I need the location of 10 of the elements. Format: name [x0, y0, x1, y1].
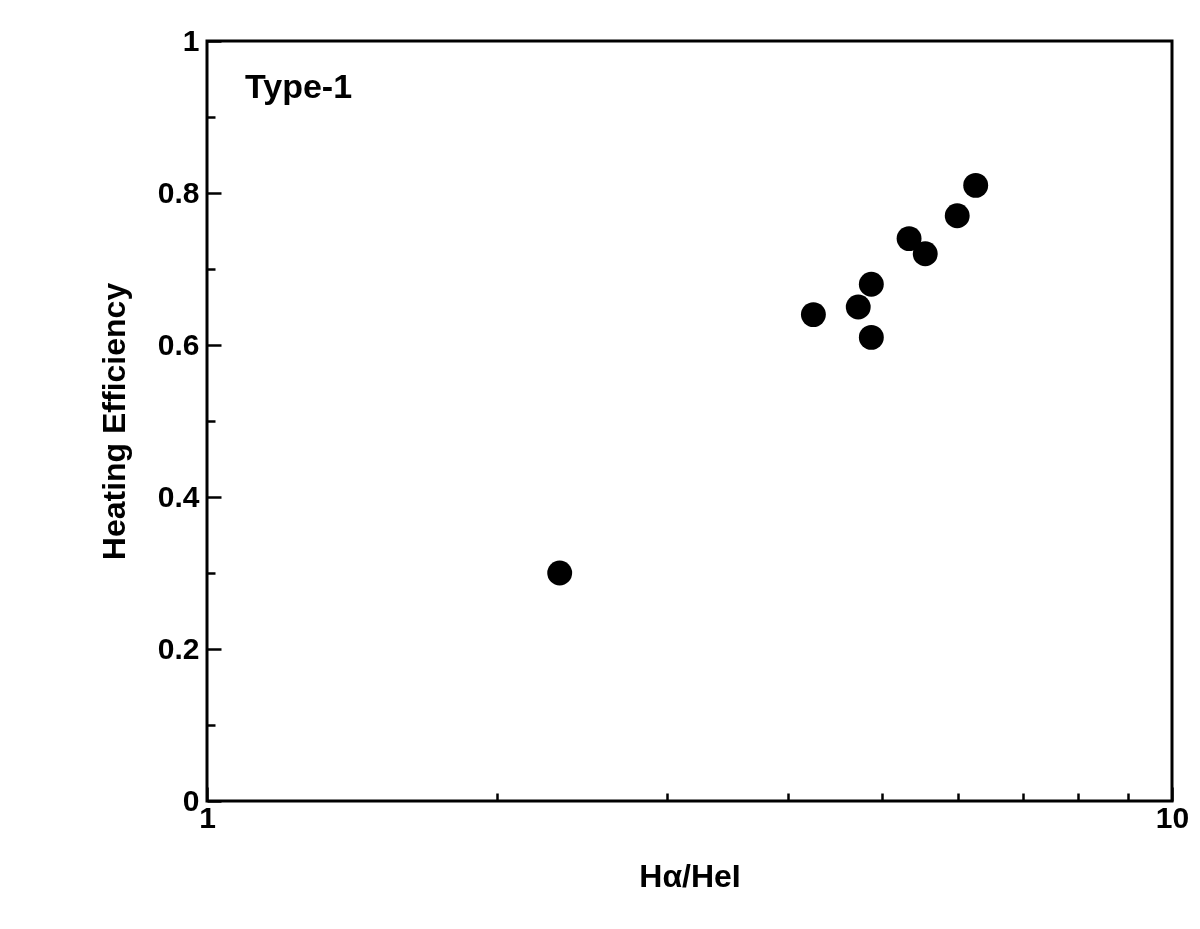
x-axis-title: Hα/HeI	[639, 857, 741, 894]
y-tick-label: 1	[182, 23, 200, 57]
y-axis-title: Heating Efficiency	[95, 282, 132, 561]
y-tick-label: 0.8	[157, 175, 200, 209]
y-tick-label: 0.2	[157, 631, 200, 665]
y-tick-label: 0	[182, 783, 200, 817]
y-tick-label: 0.4	[157, 479, 200, 513]
x-tick-label: 10	[1155, 800, 1190, 834]
y-tick-label: 0.6	[157, 327, 200, 361]
annotation: Type-1	[245, 67, 353, 105]
